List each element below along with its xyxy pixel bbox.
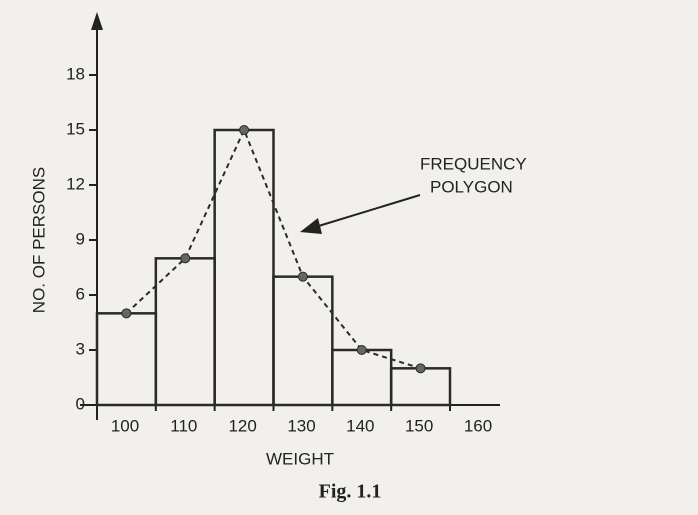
x-tick-label: 130 (287, 416, 315, 435)
polygon-point (180, 253, 191, 264)
polygon-point (297, 271, 308, 282)
y-tick-label: 6 (76, 284, 85, 303)
y-tick-label: 15 (66, 119, 85, 138)
annotation: FREQUENCY (420, 154, 527, 173)
y-tick-label: 3 (76, 339, 85, 358)
y-tick-label: 18 (66, 64, 85, 83)
x-tick-label: 140 (346, 416, 374, 435)
x-tick-label: 160 (464, 416, 492, 435)
annotation: POLYGON (430, 177, 513, 196)
frequency-polygon (125, 127, 421, 370)
annotation-arrowhead (300, 218, 322, 234)
y-axis-label: NO. OF PERSONS (29, 167, 48, 313)
y-tick-label: 12 (66, 174, 85, 193)
annotation-arrow (311, 194, 421, 229)
caption: Fig. 1.1 (319, 481, 382, 503)
x-tick-label: 100 (111, 416, 139, 435)
polygon-point (121, 308, 132, 319)
polygon-point (239, 125, 250, 135)
x-tick-label: 120 (228, 416, 256, 435)
polygon-point (356, 345, 367, 355)
x-tick-label: 150 (405, 416, 433, 435)
y-tick-label: 9 (76, 229, 85, 248)
y-axis-arrow (91, 12, 103, 30)
x-axis-label: WEIGHT (266, 449, 334, 468)
x-tick-label: 110 (170, 416, 197, 435)
polygon-point (415, 363, 426, 374)
y-tick-label: 0 (76, 394, 85, 413)
